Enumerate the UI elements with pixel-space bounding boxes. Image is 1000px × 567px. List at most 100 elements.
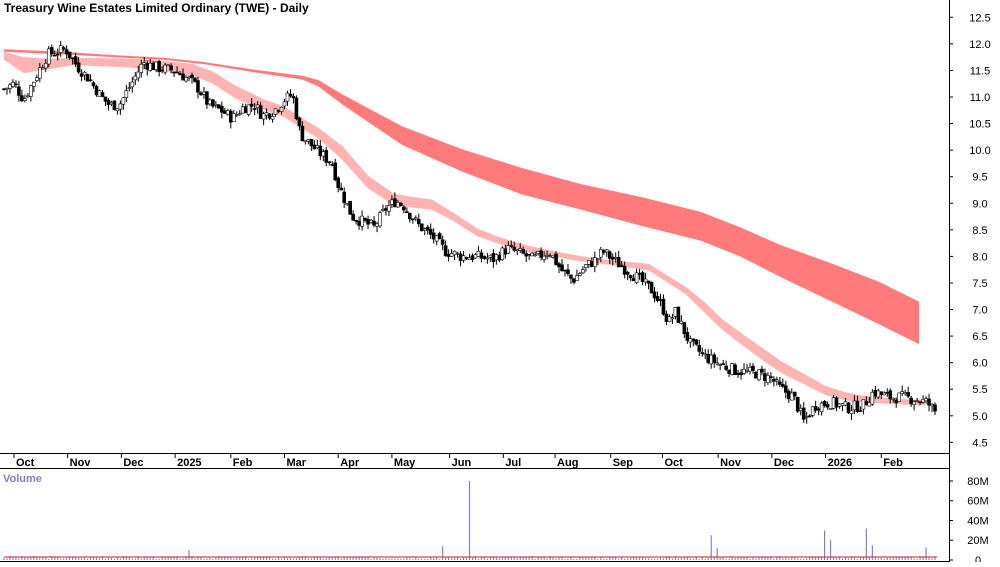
time-tick-label: Jun — [452, 457, 472, 469]
price-bar — [724, 360, 728, 372]
chart-title: Treasury Wine Estates Limited Ordinary (… — [4, 1, 309, 15]
price-bar — [342, 187, 346, 209]
price-bar — [181, 68, 185, 81]
price-bar — [539, 247, 543, 261]
time-tick-label: Feb — [883, 457, 903, 469]
price-bar — [49, 44, 54, 57]
price-bar — [542, 251, 546, 263]
price-bar — [554, 251, 558, 266]
price-bar — [670, 313, 675, 325]
price-bar — [533, 251, 537, 257]
price-bar — [193, 77, 197, 83]
price-bar — [655, 291, 660, 303]
price-bar — [52, 50, 57, 57]
price-bar — [443, 240, 448, 257]
price-bar — [61, 45, 66, 52]
price-bar — [834, 396, 839, 412]
volume-tick-label: 40M — [967, 515, 988, 527]
price-bar — [599, 246, 603, 263]
price-bar — [754, 371, 758, 379]
price-bar — [85, 73, 90, 82]
time-tick-label: Dec — [774, 457, 794, 469]
price-tick-label: 11.0 — [970, 92, 991, 104]
price-bar — [604, 248, 609, 257]
price-tick-label: 7.0 — [972, 305, 987, 317]
price-bar — [97, 89, 102, 97]
price-bar — [795, 396, 800, 413]
price-bar — [38, 62, 42, 83]
time-tick-label: Aug — [557, 457, 578, 469]
price-bar — [479, 249, 484, 263]
price-bar — [297, 116, 302, 131]
price-tick-label: 10.5 — [969, 119, 990, 131]
price-bar — [324, 146, 329, 167]
price-bar — [784, 380, 788, 399]
time-tick-label: Mar — [286, 457, 306, 469]
price-bar — [766, 372, 770, 386]
price-bar — [169, 63, 173, 74]
price-bar — [425, 224, 430, 235]
price-bar — [17, 80, 21, 102]
price-bar — [700, 347, 705, 357]
price-bar — [351, 210, 355, 221]
price-bar — [721, 359, 725, 366]
price-bar — [661, 294, 666, 316]
price-bar — [46, 46, 51, 68]
price-bar — [416, 213, 421, 228]
price-bar — [667, 314, 672, 323]
price-bar — [43, 58, 48, 73]
price-bar — [20, 89, 24, 103]
price-tick-label: 5.0 — [972, 411, 987, 423]
time-tick-label: 2025 — [177, 457, 201, 469]
price-bar — [801, 402, 806, 423]
price-bar — [294, 95, 299, 121]
price-bar — [906, 386, 910, 399]
price-tick-label: 10.0 — [969, 145, 990, 157]
price-bar — [88, 74, 93, 82]
price-bar — [258, 101, 263, 119]
price-bar — [652, 287, 657, 303]
price-bar — [112, 100, 117, 111]
price-bar — [23, 94, 27, 103]
price-bar — [596, 257, 600, 266]
price-bar — [634, 268, 639, 285]
price-bar — [560, 258, 564, 272]
price-bar — [607, 250, 612, 264]
price-bar — [82, 70, 87, 81]
price-bar — [124, 84, 129, 102]
price-bar — [733, 362, 737, 376]
volume-label: Volume — [3, 473, 42, 485]
price-bar — [846, 402, 851, 414]
price-bar — [622, 261, 627, 279]
time-tick-label: 2026 — [828, 457, 852, 469]
price-bar — [91, 80, 96, 89]
price-tick-label: 5.5 — [972, 384, 987, 396]
price-bar — [413, 215, 418, 222]
time-tick-label: Dec — [123, 457, 143, 469]
price-bar — [831, 395, 836, 410]
price-bar — [279, 106, 284, 115]
time-tick-label: Nov — [720, 457, 742, 469]
time-tick-label: May — [394, 457, 416, 469]
price-bar — [712, 352, 716, 368]
price-bar — [291, 93, 296, 104]
price-bar — [285, 90, 290, 106]
price-bar — [437, 231, 442, 240]
price-bar — [578, 271, 582, 277]
price-bar — [512, 241, 517, 253]
price-bar — [29, 84, 33, 102]
price-bar — [792, 391, 797, 401]
price-bar — [252, 103, 257, 116]
price-bar — [94, 84, 99, 97]
time-tick-label: Apr — [340, 457, 360, 469]
price-bar — [685, 327, 690, 344]
price-bar — [139, 59, 144, 78]
price-bar — [751, 363, 755, 374]
volume-tick-label: 0 — [975, 555, 981, 562]
price-tick-label: 9.5 — [972, 172, 987, 184]
price-bar — [682, 322, 687, 339]
price-bar — [619, 260, 624, 268]
price-tick-label: 11.5 — [970, 65, 991, 77]
